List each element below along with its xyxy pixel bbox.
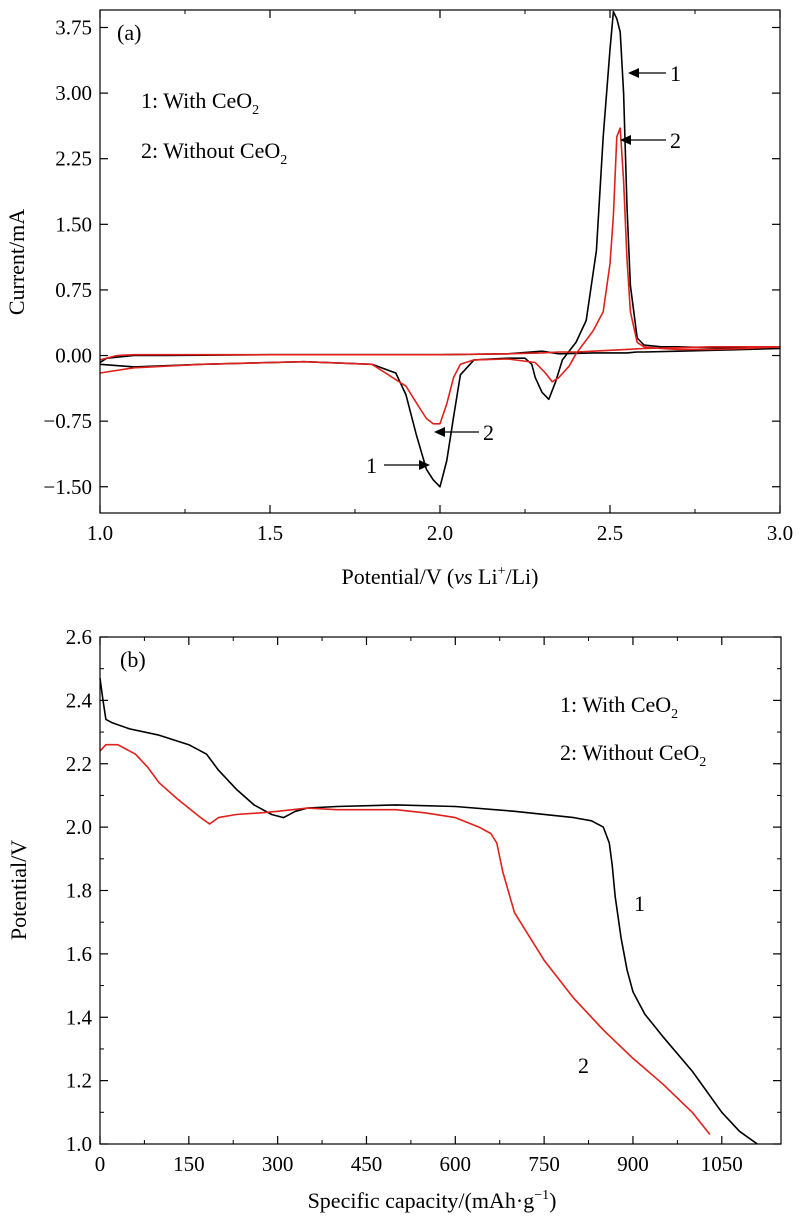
y-tick-label: 1.2 — [66, 1069, 92, 1093]
y-tick-label: 1.4 — [66, 1005, 93, 1029]
panel-a-ticks: 1.0 1.5 2.0 2.5 3.0 −1.50 −0.75 0.00 0.75 1.50 2.2… — [43, 10, 793, 545]
y-tick-label: 2.2 — [66, 752, 92, 776]
x-tick-label: 750 — [528, 1152, 560, 1176]
panel-a-legend-1: 1: With CeO2 — [141, 88, 259, 118]
panel-b-legend-1: 1: With CeO2 — [560, 692, 678, 722]
y-tick-label: −0.75 — [43, 409, 92, 433]
series-line-1 — [99, 678, 758, 1145]
annotation-label: 1 — [670, 61, 681, 86]
discharge-chart-panel-b: 0 150 300 450 600 750 900 1050 1.0 1.2 1.4 1.6 1.8 2.… — [6, 625, 782, 1213]
panel-a-annotation-peak-2: 2 — [620, 128, 681, 153]
panel-a-x-axis-title: Potential/V (vs Li+/Li) — [342, 564, 539, 589]
panel-a-legend-2: 2: Without CeO2 — [141, 138, 287, 168]
y-tick-label: 2.6 — [66, 625, 92, 649]
panel-b-x-axis-title: Specific capacity/(mAh·g−1) — [308, 1188, 557, 1213]
x-tick-label: 300 — [262, 1152, 294, 1176]
y-tick-label: 2.4 — [66, 688, 93, 712]
x-tick-label: 3.0 — [767, 521, 793, 545]
y-tick-label: 1.0 — [66, 1132, 92, 1156]
y-tick-label: 3.75 — [55, 15, 92, 39]
panel-b-legend-2: 2: Without CeO2 — [560, 740, 706, 770]
panel-a-annotation-valley-2: 2 — [434, 420, 494, 445]
panel-b-curve-label-2: 2 — [578, 1053, 589, 1078]
x-tick-label: 1050 — [701, 1152, 743, 1176]
panel-b-ticks: 0 150 300 450 600 750 900 1050 1.0 1.2 1.4 1.6 1.8 2.… — [66, 625, 781, 1176]
y-tick-label: 0.00 — [55, 344, 92, 368]
x-tick-label: 150 — [173, 1152, 205, 1176]
x-tick-label: 1.5 — [257, 521, 283, 545]
panel-b-plot-frame — [99, 636, 782, 1145]
panel-a-y-axis-title: Current/mA — [4, 209, 29, 315]
x-tick-label: 450 — [351, 1152, 383, 1176]
x-tick-label: 600 — [440, 1152, 472, 1176]
annotation-label: 2 — [483, 420, 494, 445]
cv-chart-panel-a: 1.0 1.5 2.0 2.5 3.0 −1.50 −0.75 0.00 0.75 1.50 2.2… — [4, 9, 793, 589]
y-tick-label: 1.50 — [55, 212, 92, 236]
y-tick-label: 2.25 — [55, 147, 92, 171]
annotation-label: 2 — [670, 128, 681, 153]
y-tick-label: 2.0 — [66, 815, 92, 839]
panel-b-label: (b) — [120, 647, 146, 672]
y-tick-label: 1.6 — [66, 942, 92, 966]
panel-b-y-axis-title: Potential/V — [6, 840, 31, 940]
panel-a-series — [99, 10, 781, 488]
y-tick-label: −1.50 — [43, 475, 92, 499]
panel-b-series — [99, 678, 758, 1145]
y-tick-label: 1.8 — [66, 879, 92, 903]
panel-b-curve-label-1: 1 — [634, 891, 645, 916]
series-line-2 — [99, 743, 711, 1135]
x-tick-label: 2.0 — [427, 521, 453, 545]
series-line-2 — [99, 127, 781, 425]
x-tick-label: 0 — [95, 1152, 106, 1176]
x-tick-label: 1.0 — [87, 521, 113, 545]
panel-a-label: (a) — [117, 20, 141, 45]
x-tick-label: 900 — [617, 1152, 649, 1176]
y-tick-label: 3.00 — [55, 81, 92, 105]
x-tick-label: 2.5 — [597, 521, 623, 545]
panel-a-annotation-valley-1: 1 — [366, 453, 430, 478]
panel-a-annotation-peak-1: 1 — [628, 61, 681, 86]
y-tick-label: 0.75 — [55, 278, 92, 302]
annotation-label: 1 — [366, 453, 377, 478]
